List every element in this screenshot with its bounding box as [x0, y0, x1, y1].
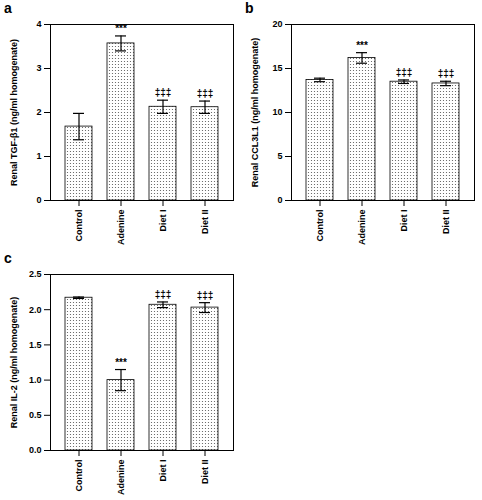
svg-text:Diet II: Diet II — [200, 210, 210, 235]
svg-text:‡‡‡: ‡‡‡ — [155, 289, 172, 300]
svg-text:‡‡‡: ‡‡‡ — [197, 88, 214, 99]
svg-text:Diet II: Diet II — [200, 460, 210, 485]
svg-text:Diet I: Diet I — [399, 210, 409, 232]
svg-text:‡‡‡: ‡‡‡ — [197, 290, 214, 301]
svg-text:Control: Control — [74, 460, 84, 492]
html-text:c: c — [4, 250, 12, 266]
svg-text:Renal CCL3L1 (ng/ml homogenate: Renal CCL3L1 (ng/ml homogenate) — [250, 38, 260, 188]
html-text:a: a — [4, 0, 12, 16]
svg-text:2: 2 — [36, 107, 41, 117]
svg-text:1.0: 1.0 — [29, 375, 42, 385]
svg-text:0: 0 — [277, 195, 282, 205]
svg-text:Diet II: Diet II — [441, 210, 451, 235]
svg-text:4: 4 — [36, 19, 41, 29]
svg-text:***: *** — [115, 357, 127, 368]
svg-text:Renal IL-2 (ng/ml homogenate): Renal IL-2 (ng/ml homogenate) — [9, 297, 19, 429]
svg-text:***: *** — [356, 40, 368, 51]
svg-text:‡‡‡: ‡‡‡ — [438, 68, 455, 79]
svg-text:1: 1 — [36, 151, 41, 161]
svg-text:2.5: 2.5 — [29, 269, 42, 279]
svg-text:Adenine: Adenine — [357, 210, 367, 246]
html-text:b: b — [245, 0, 254, 16]
svg-text:5: 5 — [277, 151, 282, 161]
svg-text:2.0: 2.0 — [29, 305, 42, 315]
svg-text:15: 15 — [272, 63, 282, 73]
svg-text:10: 10 — [272, 107, 282, 117]
svg-text:Renal TGF-β1 (ng/ml homogenate: Renal TGF-β1 (ng/ml homogenate) — [9, 39, 19, 186]
svg-text:Diet I: Diet I — [158, 460, 168, 482]
svg-text:Control: Control — [74, 210, 84, 242]
svg-text:‡‡‡: ‡‡‡ — [396, 67, 413, 78]
svg-text:1.5: 1.5 — [29, 340, 42, 350]
svg-text:‡‡‡: ‡‡‡ — [155, 87, 172, 98]
svg-text:Adenine: Adenine — [116, 460, 126, 496]
svg-text:Diet I: Diet I — [158, 210, 168, 232]
svg-text:0.5: 0.5 — [29, 410, 42, 420]
svg-text:20: 20 — [272, 19, 282, 29]
svg-text:0.0: 0.0 — [29, 445, 42, 455]
svg-text:Control: Control — [315, 210, 325, 242]
svg-text:3: 3 — [36, 63, 41, 73]
svg-text:Adenine: Adenine — [116, 210, 126, 246]
svg-text:0: 0 — [36, 195, 41, 205]
